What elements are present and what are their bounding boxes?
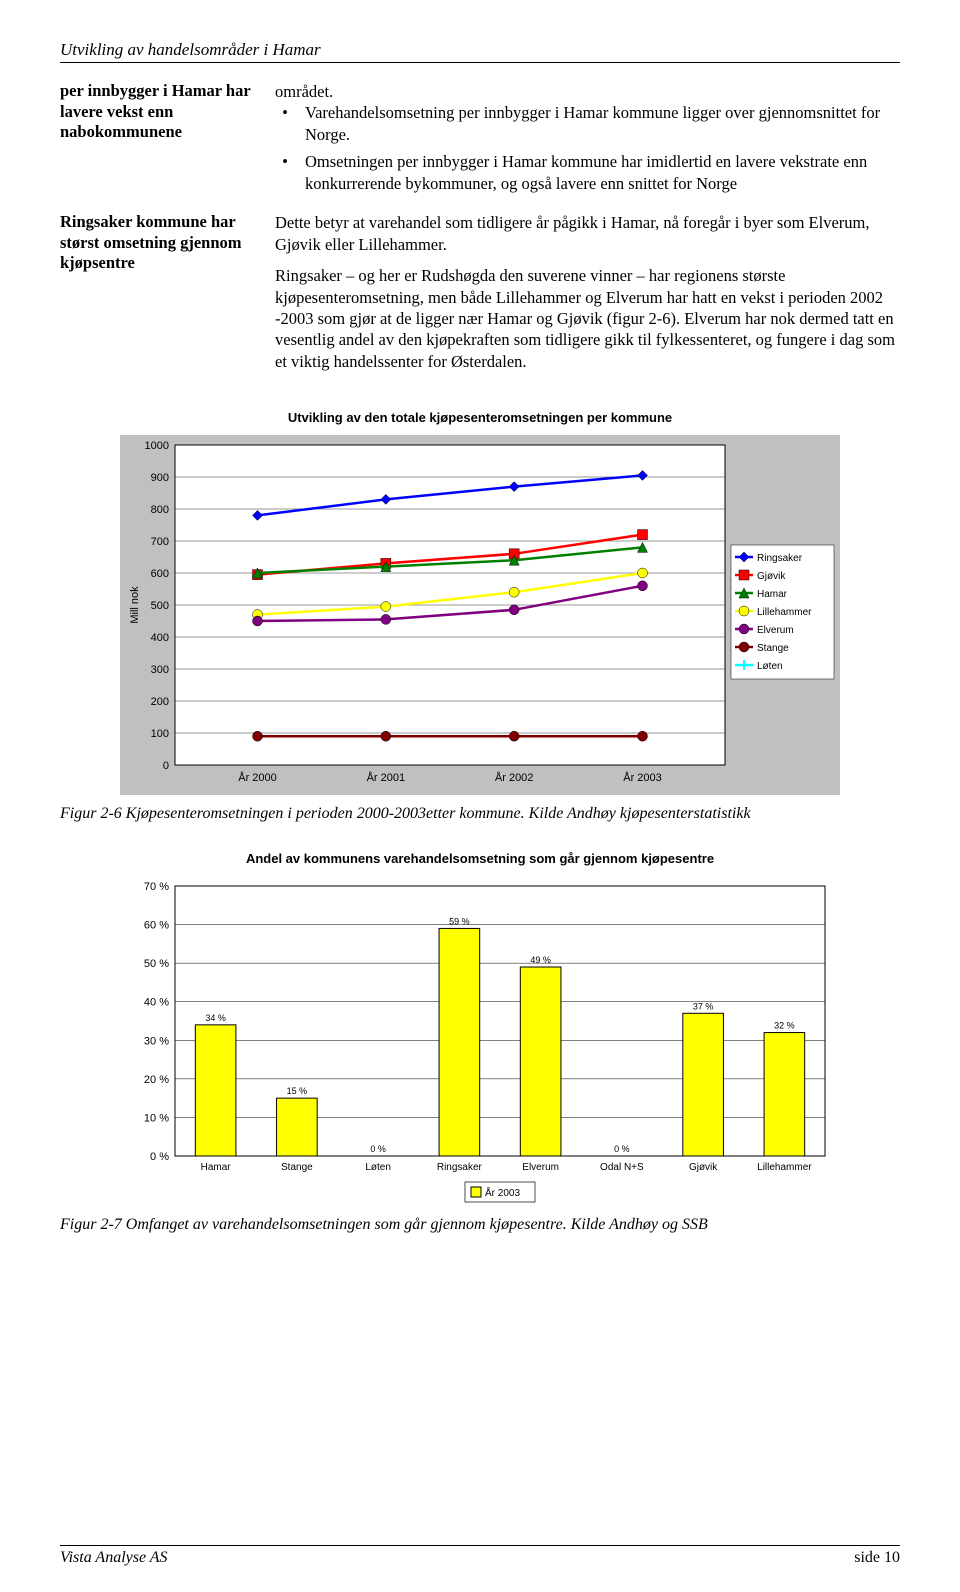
- svg-text:59 %: 59 %: [449, 917, 470, 927]
- svg-text:15 %: 15 %: [287, 1086, 308, 1096]
- svg-text:200: 200: [151, 696, 169, 708]
- bullet-dot: •: [275, 151, 295, 194]
- svg-text:37 %: 37 %: [693, 1002, 714, 1012]
- svg-text:0: 0: [163, 760, 169, 772]
- bullet-text: Omsetningen per innbygger i Hamar kommun…: [305, 151, 900, 194]
- svg-text:Lillehammer: Lillehammer: [757, 1162, 812, 1173]
- svg-text:Elverum: Elverum: [757, 625, 794, 636]
- bullet-text: Varehandelsomsetning per innbygger i Ham…: [305, 102, 900, 145]
- svg-text:0 %: 0 %: [614, 1144, 630, 1154]
- svg-text:Hamar: Hamar: [757, 589, 788, 600]
- footer-right: side 10: [854, 1549, 900, 1567]
- svg-text:Løten: Løten: [757, 661, 783, 672]
- svg-text:Lillehammer: Lillehammer: [757, 607, 812, 618]
- chart1-svg: 0 100 200 300 400 500 600 700 800 900 1000 År 2000 Å…: [120, 435, 840, 795]
- svg-text:Stange: Stange: [757, 643, 789, 654]
- svg-text:34 %: 34 %: [205, 1013, 226, 1023]
- svg-text:Gjøvik: Gjøvik: [689, 1162, 718, 1173]
- svg-text:År 2001: År 2001: [367, 771, 406, 784]
- doc-header-title: Utvikling av handelsområder i Hamar: [60, 40, 900, 63]
- svg-text:Ringsaker: Ringsaker: [437, 1162, 483, 1173]
- svg-text:Gjøvik: Gjøvik: [757, 571, 786, 582]
- svg-text:500: 500: [151, 600, 169, 612]
- block1: per innbygger i Hamar har lavere vekst e…: [60, 81, 900, 200]
- bullet-dot: •: [275, 102, 295, 145]
- chart1-title: Utvikling av den totale kjøpesenteromset…: [60, 410, 900, 425]
- svg-text:300: 300: [151, 664, 169, 676]
- svg-text:År 2003: År 2003: [623, 771, 662, 784]
- svg-text:30 %: 30 %: [144, 1036, 169, 1048]
- svg-text:40 %: 40 %: [144, 997, 169, 1009]
- body-text-1: området. • Varehandelsomsetning per innb…: [275, 81, 900, 200]
- svg-text:Ringsaker: Ringsaker: [757, 553, 803, 564]
- footer-left: Vista Analyse AS: [60, 1549, 168, 1567]
- svg-text:0 %: 0 %: [370, 1144, 386, 1154]
- svg-text:900: 900: [151, 472, 169, 484]
- footer: Vista Analyse AS side 10: [60, 1545, 900, 1567]
- chart1-caption: Figur 2-6 Kjøpesenteromsetningen i perio…: [60, 805, 900, 823]
- chart2-wrap: 0 % 10 % 20 % 30 % 40 % 50 % 60 % 70 % 34 % Hamar…: [60, 876, 900, 1206]
- chart2-caption: Figur 2-7 Omfanget av varehandelsomsetni…: [60, 1216, 900, 1234]
- svg-text:0 %: 0 %: [150, 1151, 169, 1163]
- svg-text:År 2002: År 2002: [495, 771, 534, 784]
- bullet-row: • Varehandelsomsetning per innbygger i H…: [275, 102, 900, 145]
- svg-text:70 %: 70 %: [144, 881, 169, 893]
- svg-text:20 %: 20 %: [144, 1074, 169, 1086]
- side-note-2: Ringsaker kommune har størst omsetning g…: [60, 212, 255, 382]
- svg-text:100: 100: [151, 728, 169, 740]
- svg-text:Mill nok: Mill nok: [129, 586, 141, 624]
- svg-text:Stange: Stange: [281, 1162, 313, 1173]
- bullet-row: • Omsetningen per innbygger i Hamar komm…: [275, 151, 900, 194]
- svg-text:År 2003: År 2003: [485, 1186, 520, 1199]
- svg-text:50 %: 50 %: [144, 958, 169, 970]
- para: Dette betyr at varehandel som tidligere …: [275, 212, 900, 255]
- body-text-2: Dette betyr at varehandel som tidligere …: [275, 212, 900, 382]
- chart2-svg: 0 % 10 % 20 % 30 % 40 % 50 % 60 % 70 % 34 % Hamar…: [120, 876, 840, 1206]
- intro-line: området.: [275, 81, 900, 102]
- svg-text:Odal N+S: Odal N+S: [600, 1162, 644, 1173]
- svg-text:Løten: Løten: [365, 1162, 391, 1173]
- para: Ringsaker – og her er Rudshøgda den suve…: [275, 265, 900, 372]
- svg-text:År 2000: År 2000: [238, 771, 277, 784]
- svg-text:1000: 1000: [145, 440, 169, 452]
- svg-text:Elverum: Elverum: [522, 1162, 559, 1173]
- svg-text:Hamar: Hamar: [201, 1162, 232, 1173]
- chart1-wrap: 0 100 200 300 400 500 600 700 800 900 1000 År 2000 Å…: [60, 435, 900, 795]
- svg-text:600: 600: [151, 568, 169, 580]
- svg-text:700: 700: [151, 536, 169, 548]
- block2: Ringsaker kommune har størst omsetning g…: [60, 212, 900, 382]
- svg-text:800: 800: [151, 504, 169, 516]
- svg-text:400: 400: [151, 632, 169, 644]
- svg-text:49 %: 49 %: [530, 955, 551, 965]
- svg-text:32 %: 32 %: [774, 1021, 795, 1031]
- svg-text:60 %: 60 %: [144, 920, 169, 932]
- chart2-title: Andel av kommunens varehandelsomsetning …: [60, 851, 900, 866]
- svg-text:10 %: 10 %: [144, 1113, 169, 1125]
- side-note-1: per innbygger i Hamar har lavere vekst e…: [60, 81, 255, 200]
